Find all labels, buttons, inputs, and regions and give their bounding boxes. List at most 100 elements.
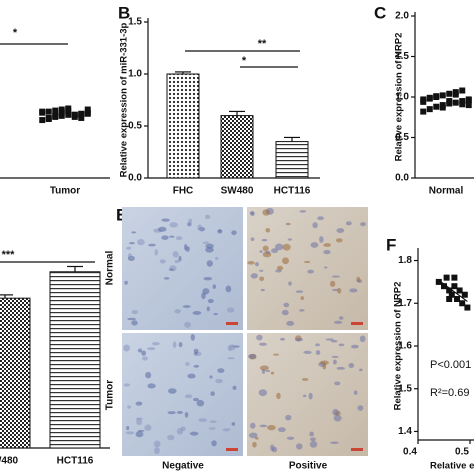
tissue-texture: [141, 356, 148, 361]
tissue-texture: [182, 305, 191, 308]
tissue-texture: [329, 280, 336, 287]
tissue-texture: [310, 242, 319, 248]
data-point: [443, 274, 450, 281]
tissue-texture: [184, 243, 188, 251]
tissue-texture: [141, 350, 147, 356]
tissue-texture: [250, 273, 258, 279]
tissue-texture: [205, 243, 214, 249]
tissue-texture: [338, 343, 345, 347]
tissue-texture: [207, 298, 214, 304]
data-point: [448, 291, 455, 298]
tissue-texture: [300, 296, 304, 301]
tissue-texture: [127, 317, 137, 321]
tissue-texture: [203, 276, 213, 281]
tissue-texture: [209, 420, 217, 424]
tissue-texture: [345, 221, 352, 226]
y-tick-label: 1.4: [398, 426, 412, 437]
data-point: [446, 287, 453, 294]
x-tick-label: SW480: [221, 186, 254, 197]
ihc-image: [122, 207, 243, 330]
x-tick-label: FHC: [173, 186, 194, 197]
tissue-texture: [315, 343, 320, 347]
tissue-texture: [137, 348, 143, 353]
y-tick-label: 1.5: [398, 383, 412, 394]
data-point: [459, 98, 466, 105]
data-point: [71, 111, 78, 118]
tissue-texture: [123, 344, 130, 352]
tissue-texture: [198, 418, 208, 422]
tissue-texture: [184, 394, 193, 399]
tissue-texture: [196, 399, 205, 407]
significance-mark: ***: [2, 249, 16, 261]
ihc-image: [247, 207, 368, 330]
tissue-texture: [231, 230, 237, 236]
tissue-texture: [135, 431, 144, 438]
tissue-texture: [137, 429, 145, 432]
y-tick-label: 1.8: [398, 255, 412, 266]
tissue-texture: [222, 428, 231, 432]
tissue-texture: [211, 440, 217, 447]
bar: [0, 297, 31, 449]
tissue-texture: [285, 414, 292, 421]
y-tick-label: 1.5: [128, 17, 142, 28]
bar: [275, 141, 309, 179]
data-point: [446, 98, 453, 105]
tissue-texture: [127, 405, 132, 409]
tissue-texture: [280, 337, 286, 341]
tissue-texture: [217, 368, 225, 373]
tissue-texture: [259, 276, 265, 282]
tissue-texture: [206, 306, 210, 312]
tissue-texture: [214, 256, 219, 260]
tissue-texture: [187, 373, 196, 379]
tissue-texture: [189, 431, 199, 436]
tissue-texture: [350, 344, 359, 349]
tissue-texture: [184, 411, 189, 418]
data-point: [439, 92, 446, 99]
tissue-texture: [299, 309, 305, 312]
tissue-texture: [312, 222, 318, 229]
tissue-texture: [315, 350, 321, 355]
tissue-texture: [217, 229, 223, 234]
tissue-texture: [190, 334, 195, 341]
annotation: R²=0.69: [430, 387, 469, 399]
tissue-texture: [310, 437, 316, 442]
data-point: [52, 107, 59, 114]
bar: [220, 115, 254, 179]
tissue-texture: [192, 311, 202, 315]
tissue-texture: [250, 422, 256, 429]
tissue-texture: [349, 288, 358, 293]
tissue-texture: [126, 425, 130, 431]
tissue-texture: [330, 339, 338, 343]
tissue-texture: [262, 209, 270, 216]
tissue-texture: [185, 362, 190, 366]
tissue-texture: [258, 389, 268, 397]
scale-bar: [351, 322, 363, 325]
y-tick-label: 1.6: [398, 341, 412, 352]
data-point: [435, 278, 442, 285]
column-label: Negative: [162, 461, 204, 472]
tissue-texture: [295, 337, 303, 342]
tissue-texture: [287, 238, 293, 241]
tissue-texture: [174, 309, 181, 314]
tissue-texture: [147, 347, 156, 351]
tissue-texture: [178, 255, 182, 262]
tissue-texture: [267, 424, 276, 431]
panel-label: E: [116, 205, 127, 224]
tissue-texture: [178, 342, 183, 348]
significance-mark: **: [258, 38, 267, 50]
y-tick-label: 2.0: [395, 11, 409, 22]
tissue-texture: [123, 383, 131, 387]
tissue-texture: [193, 397, 199, 402]
y-axis-title: Relative expression of NRP2: [393, 282, 404, 411]
x-tick-label: HCT116: [57, 456, 94, 467]
tissue-texture: [204, 214, 211, 220]
tissue-texture: [159, 259, 166, 264]
tissue-texture: [206, 260, 213, 267]
tissue-texture: [154, 249, 159, 256]
tissue-texture: [135, 401, 143, 406]
tissue-texture: [202, 241, 210, 245]
tissue-texture: [302, 394, 307, 398]
tissue-texture: [153, 440, 161, 448]
y-tick-label: 0.5: [128, 121, 142, 132]
tissue-texture: [333, 320, 343, 324]
